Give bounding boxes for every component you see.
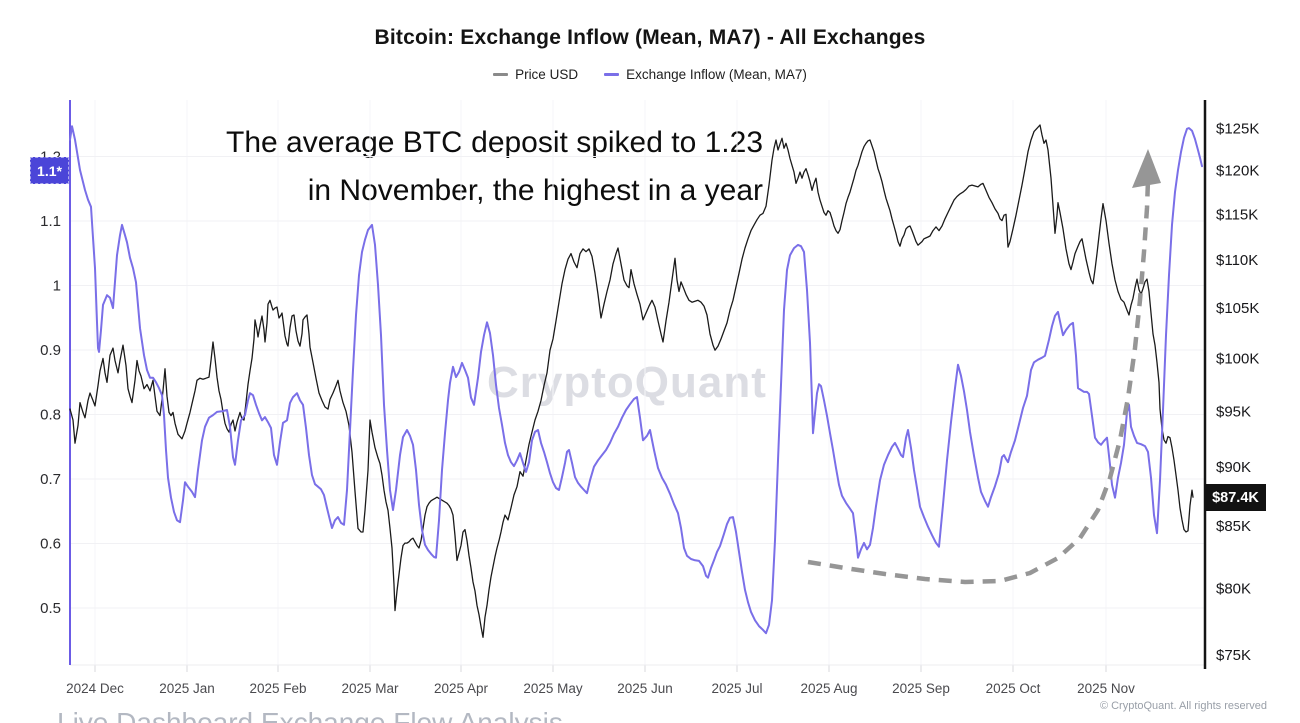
- cryptoquant-watermark: CryptoQuant: [487, 358, 767, 407]
- right-axis-label: $110K: [1216, 252, 1258, 269]
- x-axis-label: 2024 Dec: [66, 681, 124, 696]
- right-axis-label: $80K: [1216, 580, 1251, 597]
- inflow-legend-dash-icon: [604, 73, 620, 76]
- left-axis-label: 0.7: [40, 471, 61, 488]
- chart-title: Bitcoin: Exchange Inflow (Mean, MA7) - A…: [374, 26, 926, 49]
- price-legend-dash-icon: [493, 73, 509, 76]
- x-axis-label: 2025 Jul: [711, 681, 762, 696]
- x-axis-label: 2025 Jun: [617, 681, 673, 696]
- left-axis-label: 0.5: [40, 600, 61, 617]
- inflow-current-badge: 1.1*: [30, 157, 69, 184]
- x-axis-label: 2025 Oct: [986, 681, 1041, 696]
- left-axis-label: 1: [53, 278, 61, 295]
- copyright-text: © CryptoQuant. All rights reserved: [1099, 700, 1267, 712]
- x-axis-label: 2025 Aug: [800, 681, 857, 696]
- chart-legend: Price USD Exchange Inflow (Mean, MA7): [0, 67, 1300, 82]
- price-series-line: [69, 124, 1194, 638]
- x-axis-label: 2025 Feb: [249, 681, 306, 696]
- chart-annotation: The average BTC deposit spiked to 1.23 i…: [226, 119, 763, 215]
- x-axis-label: 2025 Nov: [1077, 681, 1135, 696]
- right-axis-label: $90K: [1216, 459, 1251, 476]
- x-axis-label: 2025 Jan: [159, 681, 215, 696]
- legend-inflow-label: Exchange Inflow (Mean, MA7): [626, 67, 807, 82]
- annotation-line-1: The average BTC deposit spiked to 1.23: [226, 126, 763, 159]
- right-axis-label: $100K: [1216, 350, 1259, 367]
- inflow-series-line: [69, 125, 1203, 635]
- arrow-head-icon: [1132, 149, 1161, 188]
- x-axis-label: 2025 May: [523, 681, 583, 696]
- right-axis-label: $125K: [1216, 120, 1259, 137]
- legend-price-label: Price USD: [515, 67, 579, 82]
- x-axis-label: 2025 Mar: [341, 681, 399, 696]
- left-axis-label: 1.1: [40, 213, 61, 230]
- left-axis-label: 0.9: [40, 342, 61, 359]
- left-axis-label: 0.8: [40, 407, 61, 424]
- price-current-badge: $87.4K: [1205, 484, 1266, 511]
- right-axis-label: $115K: [1216, 206, 1258, 223]
- left-axis-label: 0.6: [40, 536, 61, 553]
- right-axis-label: $105K: [1216, 300, 1259, 317]
- right-axis-label: $85K: [1216, 518, 1251, 535]
- right-axis-label: $75K: [1216, 647, 1251, 664]
- annotation-line-2: in November, the highest in a year: [307, 174, 763, 207]
- legend-item-price[interactable]: Price USD: [493, 67, 578, 82]
- trend-dashed-arrow: [807, 179, 1151, 585]
- x-axis-label: 2025 Apr: [434, 681, 489, 696]
- footer-partial-text: Live Dashboard Exchange Flow Analysis: [57, 707, 563, 723]
- right-axis-label: $95K: [1216, 403, 1251, 420]
- x-axis-label: 2025 Sep: [892, 681, 950, 696]
- legend-item-inflow[interactable]: Exchange Inflow (Mean, MA7): [604, 67, 807, 82]
- right-axis-label: $120K: [1216, 162, 1259, 179]
